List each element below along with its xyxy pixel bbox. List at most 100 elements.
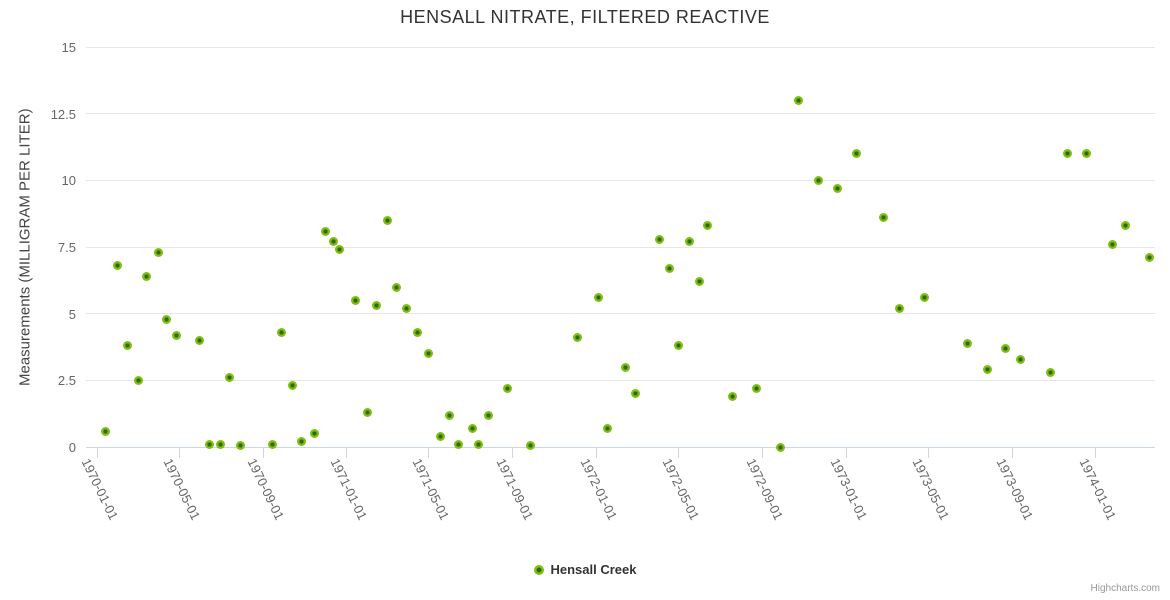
- data-point[interactable]: [573, 333, 583, 343]
- data-point[interactable]: [453, 439, 463, 449]
- data-point[interactable]: [310, 429, 320, 439]
- data-point[interactable]: [593, 293, 603, 303]
- legend-marker-icon: [533, 564, 544, 575]
- data-point[interactable]: [502, 383, 512, 393]
- data-point[interactable]: [727, 391, 737, 401]
- legend-item-hensall-creek[interactable]: Hensall Creek: [0, 562, 1170, 577]
- x-axis-tick: [927, 448, 929, 458]
- y-axis-label: 7.5: [57, 240, 76, 255]
- data-point[interactable]: [1045, 367, 1055, 377]
- data-point[interactable]: [751, 383, 761, 393]
- x-axis-label: 1971-09-01: [493, 456, 537, 523]
- data-point[interactable]: [684, 237, 694, 247]
- data-point[interactable]: [133, 375, 143, 385]
- data-point[interactable]: [235, 441, 245, 451]
- data-point[interactable]: [1001, 343, 1011, 353]
- data-point[interactable]: [142, 271, 152, 281]
- data-point[interactable]: [372, 301, 382, 311]
- data-point[interactable]: [776, 442, 786, 452]
- data-point[interactable]: [435, 431, 445, 441]
- data-point[interactable]: [391, 282, 401, 292]
- data-point[interactable]: [895, 303, 905, 313]
- data-point[interactable]: [277, 327, 287, 337]
- x-axis-tick: [845, 448, 847, 458]
- data-point[interactable]: [703, 221, 713, 231]
- chart-title: HENSALL NITRATE, FILTERED REACTIVE: [400, 7, 770, 27]
- data-point[interactable]: [832, 183, 842, 193]
- data-point[interactable]: [224, 373, 234, 383]
- x-axis-label: 1972-01-01: [577, 456, 620, 523]
- data-point[interactable]: [664, 263, 674, 273]
- data-point[interactable]: [402, 303, 412, 313]
- data-point[interactable]: [1145, 253, 1155, 263]
- data-point[interactable]: [1016, 354, 1026, 364]
- data-point[interactable]: [161, 314, 171, 324]
- x-axis-label: 1973-01-01: [827, 456, 870, 523]
- data-point[interactable]: [1082, 149, 1092, 159]
- x-axis-label: 1971-01-01: [327, 456, 371, 523]
- y-gridline: [86, 379, 1155, 381]
- data-point[interactable]: [473, 439, 483, 449]
- data-point[interactable]: [1121, 221, 1131, 231]
- data-point[interactable]: [362, 407, 372, 417]
- x-axis-tick: [762, 448, 764, 458]
- y-axis-label: 15: [61, 40, 76, 55]
- y-axis-label: 0: [68, 440, 76, 455]
- data-point[interactable]: [852, 149, 862, 159]
- data-point[interactable]: [962, 338, 972, 348]
- data-point[interactable]: [113, 261, 123, 271]
- data-point[interactable]: [122, 341, 132, 351]
- data-point[interactable]: [195, 335, 205, 345]
- data-point[interactable]: [412, 327, 422, 337]
- data-point[interactable]: [329, 237, 339, 247]
- data-point[interactable]: [423, 349, 433, 359]
- data-point[interactable]: [621, 362, 631, 372]
- x-axis-tick: [678, 448, 680, 458]
- x-axis-tick: [262, 448, 264, 458]
- data-point[interactable]: [694, 277, 704, 287]
- data-point[interactable]: [483, 410, 493, 420]
- x-axis-tick: [1095, 448, 1097, 458]
- data-point[interactable]: [350, 295, 360, 305]
- data-point[interactable]: [215, 439, 225, 449]
- data-point[interactable]: [673, 341, 683, 351]
- x-axis-label: 1971-05-01: [409, 456, 453, 523]
- data-point[interactable]: [813, 175, 823, 185]
- data-point[interactable]: [630, 389, 640, 399]
- data-point[interactable]: [919, 293, 929, 303]
- data-point[interactable]: [153, 247, 163, 257]
- x-axis-label: 1974-01-01: [1076, 456, 1120, 523]
- data-point[interactable]: [335, 245, 345, 255]
- data-point[interactable]: [1062, 149, 1072, 159]
- data-point[interactable]: [321, 226, 331, 236]
- data-point[interactable]: [444, 410, 454, 420]
- x-axis-tick: [595, 448, 597, 458]
- data-point[interactable]: [101, 426, 111, 436]
- x-axis-tick: [178, 448, 180, 458]
- data-point[interactable]: [468, 423, 478, 433]
- y-gridline: [86, 246, 1155, 248]
- x-axis-tick: [96, 448, 98, 458]
- data-point[interactable]: [382, 215, 392, 225]
- x-axis-tick: [512, 448, 514, 458]
- data-point[interactable]: [297, 437, 307, 447]
- data-point[interactable]: [172, 330, 182, 340]
- data-point[interactable]: [794, 95, 804, 105]
- data-point[interactable]: [1107, 239, 1117, 249]
- data-point[interactable]: [879, 213, 889, 223]
- y-axis-label: 12.5: [50, 106, 76, 122]
- highcharts-credits-link[interactable]: Highcharts.com: [1090, 583, 1160, 594]
- data-point[interactable]: [267, 439, 277, 449]
- data-point[interactable]: [602, 423, 612, 433]
- data-point[interactable]: [287, 381, 297, 391]
- data-point[interactable]: [655, 234, 665, 244]
- data-point[interactable]: [982, 365, 992, 375]
- data-point[interactable]: [526, 441, 536, 451]
- x-axis-label: 1973-05-01: [909, 456, 952, 523]
- x-axis-label: 1970-09-01: [244, 456, 287, 523]
- y-gridline: [86, 313, 1155, 315]
- x-axis-label: 1972-09-01: [743, 456, 787, 523]
- data-point[interactable]: [204, 439, 214, 449]
- x-axis-label: 1970-01-01: [78, 456, 121, 523]
